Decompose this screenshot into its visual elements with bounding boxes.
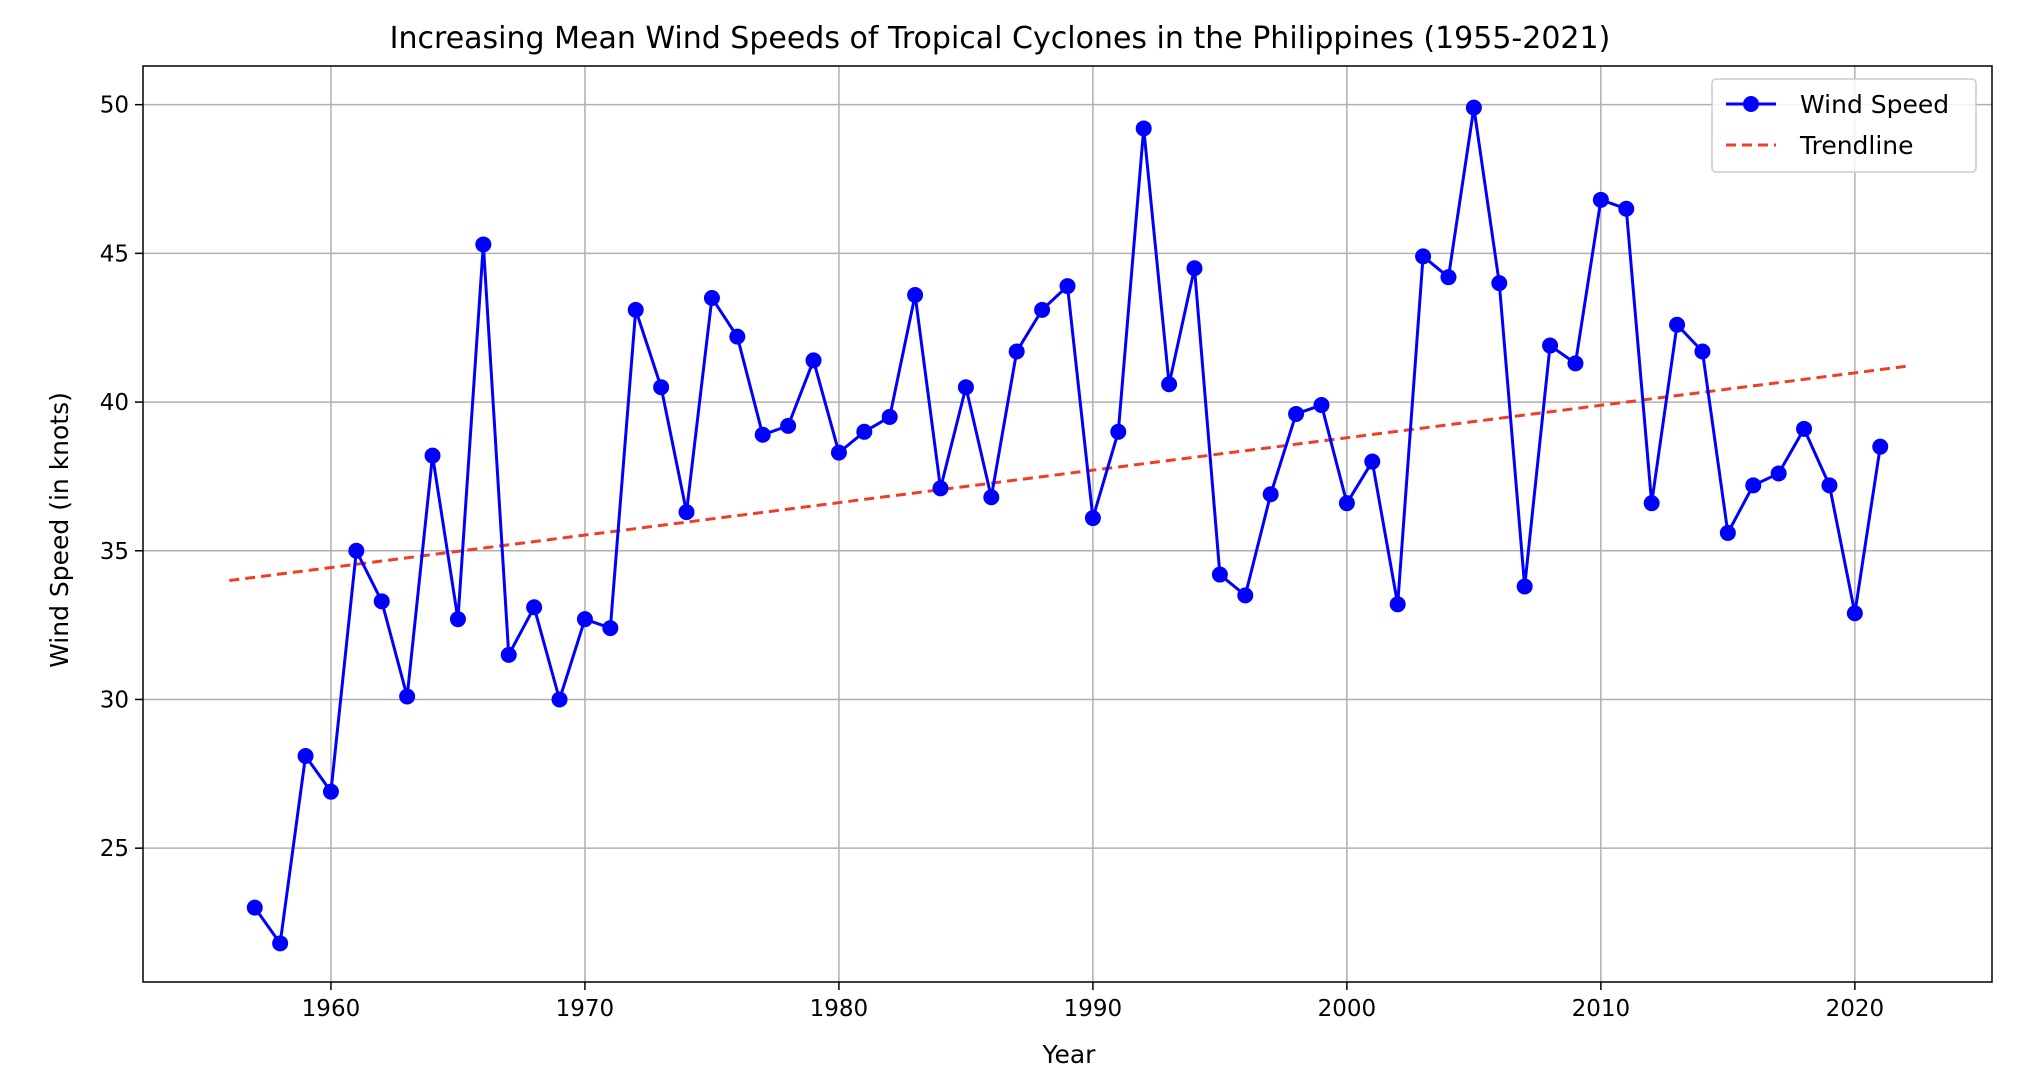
chart-title: Increasing Mean Wind Speeds of Tropical … (390, 21, 1611, 56)
legend-wind-speed-marker (1743, 96, 1759, 112)
x-tick-label: 1960 (302, 996, 361, 1022)
wind-speed-point (1415, 248, 1432, 265)
grid (143, 66, 1992, 982)
wind-speed-point (1516, 578, 1533, 595)
wind-speed-point (1211, 566, 1228, 583)
trendline-layer (229, 364, 1906, 582)
y-axis-label: Wind Speed (in knots) (45, 392, 74, 668)
wind-speed-point (1440, 269, 1457, 286)
wind-speed-point (1618, 200, 1635, 217)
wind-speed-point (881, 408, 898, 425)
wind-speed-point (1719, 524, 1736, 541)
wind-speed-point (1186, 260, 1203, 277)
y-tick-label: 35 (100, 539, 129, 565)
plot-frame (142, 65, 1993, 983)
wind-speed-point (1059, 278, 1076, 295)
wind-speed-point (653, 379, 670, 396)
wind-speed-point (297, 747, 314, 764)
x-axis-label: Year (1042, 1040, 1097, 1069)
wind-speed-point (500, 646, 517, 663)
wind-speed-point (729, 328, 746, 345)
legend-label-wind-speed: Wind Speed (1800, 90, 1949, 119)
wind-speed-point (703, 289, 720, 306)
y-tick-label: 25 (100, 836, 129, 862)
wind-speed-point (856, 423, 873, 440)
wind-speed-point (348, 542, 365, 559)
wind-speed-point (830, 444, 847, 461)
wind-speed-point (907, 287, 924, 303)
wind-speed-point (1237, 587, 1254, 604)
wind-speed-point (780, 417, 797, 434)
wind-speed-point (1770, 465, 1787, 482)
wind-speed-point (1084, 510, 1101, 527)
wind-speed-point (1821, 477, 1838, 494)
x-tick-label: 1980 (810, 996, 869, 1022)
wind-speed-point (1846, 605, 1863, 622)
y-axis-ticks: 25 30 35 40 45 50 (100, 93, 143, 862)
wind-speed-point (1542, 337, 1559, 354)
wind-speed-point (1643, 495, 1660, 512)
wind-speed-point (475, 236, 492, 253)
wind-speed-point (1465, 99, 1482, 116)
legend: Wind Speed Trendline (1711, 78, 1977, 173)
y-tick-label: 45 (100, 241, 129, 267)
wind-speed-point (1796, 420, 1813, 437)
wind-speed-point (449, 611, 466, 628)
wind-speed-point (1161, 376, 1178, 393)
wind-speed-point (1872, 438, 1889, 455)
y-tick-label: 40 (100, 390, 129, 416)
wind-speed-point (1567, 355, 1584, 372)
wind-speed-point (1008, 343, 1025, 360)
wind-speed-point (526, 599, 543, 616)
wind-speed-point (1669, 316, 1686, 333)
wind-speed-point (322, 783, 339, 800)
wind-speed-point (1262, 486, 1279, 503)
wind-speed-point (1491, 275, 1508, 292)
wind-speed-point (1364, 453, 1381, 470)
wind-speed-point (805, 352, 822, 369)
wind-speed-point (627, 301, 644, 318)
wind-speed-point (1389, 596, 1406, 613)
wind-speed-point (1288, 405, 1305, 422)
trendline (229, 364, 1906, 582)
wind-speed-point (1694, 343, 1711, 360)
y-tick-label: 50 (100, 93, 129, 119)
x-tick-label: 2000 (1318, 996, 1377, 1022)
wind-speed-point (424, 447, 441, 464)
wind-speed-point (932, 480, 949, 497)
wind-speed-point (678, 504, 695, 521)
wind-speed-point (1034, 301, 1051, 318)
wind-speed-point (373, 593, 390, 610)
x-tick-label: 1990 (1064, 996, 1123, 1022)
wind-speed-point (576, 611, 593, 628)
wind-speed-point (754, 426, 771, 443)
wind-speed-point (1745, 477, 1762, 494)
x-tick-label: 1970 (556, 996, 615, 1022)
legend-label-trendline: Trendline (1799, 131, 1914, 160)
wind-speed-point (1110, 423, 1127, 440)
wind-speed-point (551, 691, 568, 708)
legend-box (1711, 78, 1977, 173)
wind-speed-point (1135, 120, 1152, 137)
wind-speed-point (1313, 397, 1330, 414)
wind-speed-point (272, 935, 289, 952)
wind-speed-series-layer (246, 99, 1889, 952)
wind-speed-point (246, 899, 263, 916)
wind-speed-point (1592, 191, 1609, 208)
wind-speed-point (602, 620, 619, 637)
wind-speed-point (1338, 495, 1355, 512)
wind-speed-point (957, 379, 974, 396)
x-axis-ticks: 1960 1970 1980 1990 2000 2010 2020 (302, 982, 1884, 1022)
wind-speed-line (253, 106, 1882, 945)
wind-speed-point (983, 489, 1000, 506)
y-tick-label: 30 (100, 687, 129, 713)
x-tick-label: 2010 (1572, 996, 1631, 1022)
wind-speed-point (399, 688, 416, 705)
x-tick-label: 2020 (1826, 996, 1885, 1022)
